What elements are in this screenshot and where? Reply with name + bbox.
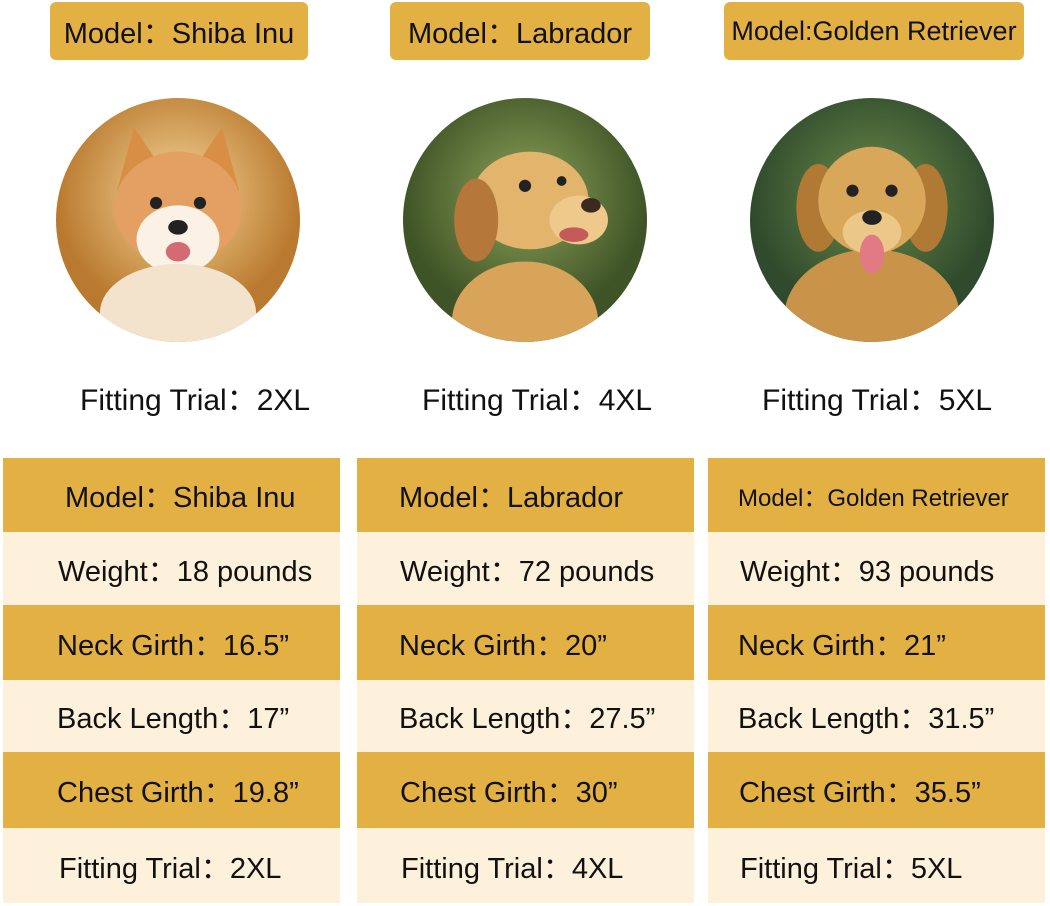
row-model: Model：Shiba Inu bbox=[3, 458, 340, 532]
row-back-length: Back Length：27.5” bbox=[357, 680, 694, 752]
row-fitting-trial: Fitting Trial：2XL bbox=[3, 828, 340, 903]
model-label-labrador: Model：Labrador bbox=[390, 2, 650, 60]
fitting-trial-labrador: Fitting Trial：4XL bbox=[422, 384, 653, 417]
row-neck-girth: Neck Girth：21” bbox=[708, 605, 1045, 680]
fitting-trial-shiba: Fitting Trial：2XL bbox=[80, 384, 311, 417]
shiba-inu-photo bbox=[56, 98, 300, 342]
fitting-trial-golden: Fitting Trial：5XL bbox=[762, 384, 993, 417]
row-back-length: Back Length：31.5” bbox=[708, 680, 1045, 752]
row-fitting-trial: Fitting Trial：5XL bbox=[708, 828, 1045, 903]
golden-retriever-photo bbox=[750, 98, 994, 342]
row-model: Model：Labrador bbox=[357, 458, 694, 532]
row-chest-girth: Chest Girth：19.8” bbox=[3, 752, 340, 828]
size-table-labrador: Model：Labrador Weight：72 pounds Neck Gir… bbox=[357, 458, 694, 903]
row-chest-girth: Chest Girth：35.5” bbox=[708, 752, 1045, 828]
row-weight: Weight：93 pounds bbox=[708, 532, 1045, 605]
labrador-photo bbox=[403, 98, 647, 342]
size-table-golden: Model：Golden Retriever Weight：93 pounds … bbox=[708, 458, 1045, 903]
model-label-shiba: Model：Shiba Inu bbox=[50, 2, 308, 60]
model-label-golden: Model:Golden Retriever bbox=[724, 2, 1024, 60]
size-table-shiba: Model：Shiba Inu Weight：18 pounds Neck Gi… bbox=[3, 458, 340, 903]
row-neck-girth: Neck Girth：16.5” bbox=[3, 605, 340, 680]
row-model: Model：Golden Retriever bbox=[708, 458, 1045, 532]
row-fitting-trial: Fitting Trial：4XL bbox=[357, 828, 694, 903]
row-weight: Weight：72 pounds bbox=[357, 532, 694, 605]
row-neck-girth: Neck Girth：20” bbox=[357, 605, 694, 680]
row-chest-girth: Chest Girth：30” bbox=[357, 752, 694, 828]
row-back-length: Back Length：17” bbox=[3, 680, 340, 752]
row-weight: Weight：18 pounds bbox=[3, 532, 340, 605]
